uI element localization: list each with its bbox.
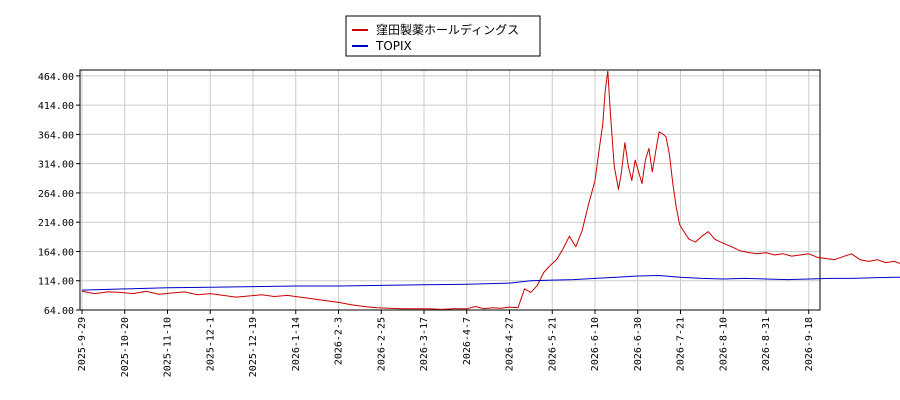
plot-frame: [79, 69, 821, 311]
x-tick-label: 2025-12-1: [205, 317, 216, 371]
legend-label-topix: TOPIX: [375, 39, 412, 53]
x-tick-label: 2025-10-20: [120, 317, 131, 377]
x-tick-label: 2025-11-10: [163, 317, 174, 377]
y-tick-label: 464.00: [38, 72, 74, 83]
legend: 窪田製薬ホールディングス TOPIX: [345, 15, 541, 57]
y-tick-label: 214.00: [38, 218, 74, 229]
x-tick-label: 2026-6-10: [590, 317, 601, 371]
series-layer: [81, 70, 900, 310]
y-tick-label: 314.00: [38, 160, 74, 171]
y-tick-label: 414.00: [38, 101, 74, 112]
series-line-kubota: [81, 70, 900, 310]
y-tick-label: 64.00: [44, 306, 74, 317]
x-tick-label: 2025-12-19: [248, 317, 259, 377]
x-tick-label: 2026-1-14: [291, 317, 302, 371]
x-tick-label: 2026-6-30: [633, 317, 644, 371]
y-axis: 64.00 114.00 164.00 214.00 264.00 314.00 364.0…: [38, 72, 80, 317]
x-tick-label: 2026-3-17: [419, 317, 430, 371]
legend-box: [345, 15, 541, 57]
x-tick-label: 2026-5-21: [547, 317, 558, 371]
y-tick-label: 364.00: [38, 130, 74, 141]
x-tick-label: 2026-8-31: [761, 317, 772, 371]
x-tick-label: 2026-8-10: [718, 317, 729, 371]
x-tick-label: 2025-9-29: [77, 317, 88, 371]
x-tick-label: 2026-9-18: [804, 317, 815, 371]
x-tick-label: 2026-4-27: [505, 317, 516, 371]
y-tick-label: 264.00: [38, 189, 74, 200]
y-tick-label: 164.00: [38, 247, 74, 258]
x-tick-label: 2026-4-7: [462, 317, 473, 365]
y-tick-label: 114.00: [38, 277, 74, 288]
grid-lines: [80, 70, 820, 311]
x-tick-label: 2026-2-3: [334, 317, 345, 365]
series-line-topix: [81, 275, 900, 291]
x-tick-label: 2026-7-21: [676, 317, 687, 371]
x-tick-label: 2026-2-25: [376, 317, 387, 371]
legend-label-kubota: 窪田製薬ホールディングス: [376, 22, 519, 37]
x-axis: 2025-9-29 2025-10-20 2025-11-10 2025-12-1 20…: [77, 310, 815, 377]
